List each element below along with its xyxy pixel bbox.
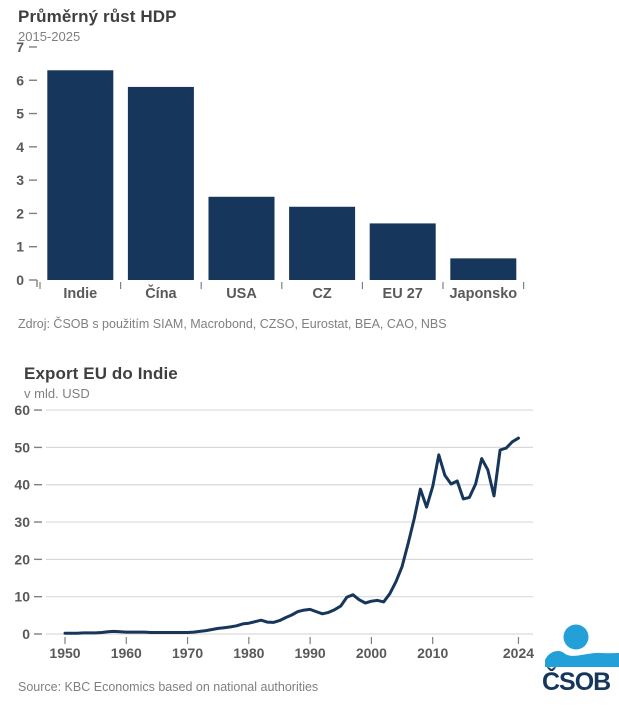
y-axis-label: 1	[16, 239, 24, 255]
bar-čína	[127, 86, 194, 280]
x-category-label: CZ	[312, 286, 331, 302]
logo-head-icon	[563, 624, 589, 650]
csob-logo: ČSOB	[542, 624, 619, 696]
x-axis-label: 1980	[233, 645, 264, 661]
y-axis-label: 60	[14, 402, 30, 418]
y-axis-label: 30	[14, 514, 30, 530]
x-axis-label: 1970	[172, 645, 203, 661]
export-data-line	[63, 436, 520, 635]
y-axis-label: 7	[16, 39, 24, 55]
bar-cz	[289, 206, 356, 280]
gdp-growth-bar-chart: 0 1 2 3 4 5 6 7 Indie Čína USA CZ EU 27 Japonsko	[16, 39, 525, 302]
y-axis-label: 10	[14, 589, 30, 605]
bar-japonsko	[450, 258, 517, 280]
line-chart-source: Source: KBC Economics based on national …	[18, 680, 319, 694]
export-eu-india-line-chart: 0 10 20 30 40 50 60 1950 1960 1970 1980 1990 2000 201…	[14, 402, 534, 661]
x-axis-label: 2010	[417, 645, 448, 661]
x-category-label: Japonsko	[449, 286, 517, 302]
y-axis-label: 6	[16, 72, 24, 88]
line-chart-subtitle: v mld. USD	[24, 386, 90, 401]
y-axis-label: 5	[16, 106, 24, 122]
y-axis-label: 3	[16, 172, 24, 188]
x-axis-label: 1960	[111, 645, 142, 661]
x-axis-label: 1990	[295, 645, 326, 661]
x-axis-label: 2000	[356, 645, 387, 661]
line-chart-title: Export EU do Indie	[24, 364, 178, 383]
y-axis-label: 2	[16, 205, 24, 221]
logo-wave-icon	[545, 651, 619, 667]
y-axis-label: 4	[16, 139, 24, 155]
x-category-label: USA	[226, 286, 257, 302]
bar-eu-27	[369, 223, 436, 280]
y-axis-label: 40	[14, 477, 30, 493]
logo-text: ČSOB	[542, 666, 610, 696]
y-axis-label: 20	[14, 551, 30, 567]
x-axis-label: 1950	[49, 645, 80, 661]
y-axis-label: 50	[14, 439, 30, 455]
bar-chart-title: Průměrný růst HDP	[18, 7, 177, 26]
bar-indie	[47, 70, 114, 280]
bar-usa	[208, 196, 275, 280]
x-category-label: EU 27	[383, 286, 423, 302]
bar-chart-source: Zdroj: ČSOB s použitím SIAM, Macrobond, …	[18, 317, 447, 331]
bar-chart-subtitle: 2015-2025	[18, 29, 81, 44]
x-category-label: Čína	[145, 284, 177, 302]
y-axis-label: 0	[22, 626, 30, 642]
x-category-label: Indie	[63, 286, 97, 302]
x-axis-label: 2024	[503, 645, 534, 661]
y-axis-label: 0	[16, 272, 24, 288]
